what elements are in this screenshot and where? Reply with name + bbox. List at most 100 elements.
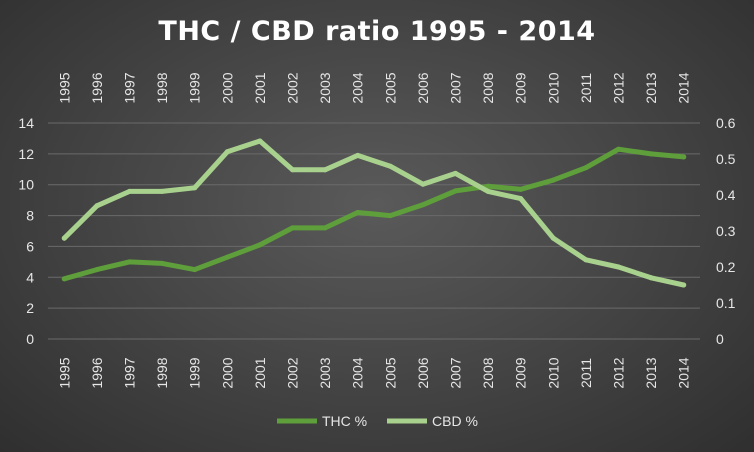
- y2-tick-label: 0: [716, 331, 724, 347]
- x-tick-label-top: 2001: [252, 72, 268, 103]
- x-tick-label-bottom: 2000: [219, 357, 235, 388]
- data-point: [648, 275, 654, 281]
- data-point: [453, 188, 458, 194]
- data-point: [159, 188, 165, 194]
- data-point: [550, 235, 556, 241]
- x-tick-label-top: 1998: [154, 72, 170, 103]
- series-lines: [61, 138, 687, 288]
- x-tick-label-top: 2005: [382, 72, 398, 103]
- x-tick-label-bottom: 2012: [611, 357, 627, 388]
- x-tick-label-bottom: 2007: [448, 357, 464, 388]
- legend-label: CBD %: [432, 413, 478, 429]
- data-point: [290, 225, 295, 231]
- x-tick-label-bottom: 2002: [285, 357, 301, 388]
- data-point: [681, 154, 687, 160]
- y2-tick-label: 0.4: [716, 187, 736, 203]
- x-tick-label-bottom: 2010: [545, 357, 561, 388]
- data-point: [257, 242, 263, 248]
- x-tick-label-top: 2013: [643, 72, 659, 103]
- chart-title: THC / CBD ratio 1995 - 2014: [158, 16, 596, 47]
- y-tick-label: 14: [18, 115, 34, 131]
- x-tick-label-top: 2002: [285, 72, 301, 103]
- data-point: [583, 165, 589, 171]
- x-tick-label-top: 2009: [513, 72, 529, 103]
- data-point: [224, 254, 230, 260]
- data-point: [616, 146, 621, 152]
- x-tick-label-top: 2008: [480, 72, 496, 103]
- data-point: [94, 267, 100, 273]
- data-point: [355, 152, 361, 158]
- data-point: [192, 267, 198, 273]
- y-tick-label: 0: [26, 331, 34, 347]
- data-point: [420, 181, 426, 187]
- data-point: [159, 260, 165, 266]
- x-tick-label-top: 1996: [89, 72, 105, 103]
- y-tick-label: 8: [26, 208, 34, 224]
- data-point: [550, 177, 556, 183]
- x-tick-label-top: 2011: [578, 73, 594, 103]
- x-tick-label-bottom: 1995: [56, 357, 72, 388]
- x-tick-label-bottom: 2008: [480, 357, 496, 388]
- data-point: [257, 138, 263, 144]
- legend: THC % CBD %: [277, 413, 478, 429]
- data-point: [387, 163, 393, 169]
- data-point: [583, 257, 589, 263]
- data-point: [681, 282, 687, 288]
- y2-tick-label: 0.6: [716, 115, 736, 131]
- data-point: [355, 209, 361, 215]
- y-tick-label: 4: [26, 269, 34, 285]
- x-tick-label-top: 1999: [187, 72, 203, 103]
- data-point: [127, 259, 132, 265]
- x-tick-label-bottom: 2011: [578, 358, 594, 388]
- data-point: [485, 188, 491, 194]
- x-tick-label-bottom: 2004: [350, 357, 366, 388]
- data-point: [61, 235, 67, 241]
- x-tick-label-bottom: 2003: [317, 357, 333, 388]
- x-tick-label-top: 1995: [56, 72, 72, 103]
- x-tick-label-top: 2003: [317, 72, 333, 103]
- y2-tick-label: 0.1: [716, 295, 736, 311]
- series-line-thc: [61, 146, 687, 282]
- data-point: [648, 151, 654, 157]
- data-point: [290, 167, 295, 173]
- data-point: [127, 188, 132, 194]
- y2-tick-label: 0.3: [716, 223, 736, 239]
- x-tick-label-top: 2012: [611, 72, 627, 103]
- data-point: [453, 170, 458, 176]
- x-tick-label-top: 1997: [122, 72, 138, 103]
- data-point: [61, 276, 67, 282]
- x-tick-label-bottom: 2013: [643, 357, 659, 388]
- x-tick-label-top: 2010: [545, 72, 561, 103]
- data-point: [192, 185, 198, 191]
- y-tick-label: 12: [18, 146, 34, 162]
- y2-tick-label: 0.5: [716, 151, 736, 167]
- data-point: [94, 203, 100, 209]
- series-line-cbd: [61, 138, 687, 288]
- x-tick-label-top: 2004: [350, 72, 366, 103]
- x-tick-label-bottom: 2001: [252, 357, 268, 388]
- data-point: [518, 196, 524, 202]
- x-tick-label-bottom: 2014: [676, 357, 692, 388]
- data-point: [420, 202, 426, 208]
- x-tick-label-top: 2000: [219, 72, 235, 103]
- data-point: [224, 149, 230, 155]
- x-tick-label-bottom: 2005: [382, 357, 398, 388]
- x-tick-label-bottom: 2009: [513, 357, 529, 388]
- x-tick-label-bottom: 1999: [187, 357, 203, 388]
- data-point: [387, 213, 393, 219]
- x-tick-label-bottom: 1997: [122, 357, 138, 388]
- x-tick-label-top: 2007: [448, 72, 464, 103]
- y-tick-label: 2: [26, 300, 34, 316]
- x-tick-label-top: 2006: [415, 72, 431, 103]
- legend-label: THC %: [322, 413, 367, 429]
- gridlines: [48, 122, 700, 340]
- x-tick-label-top: 2014: [676, 72, 692, 103]
- data-point: [322, 225, 328, 231]
- axes: 0 2 4 6 8 10 12 14 0 0.1 0.2 0.3 0.4 0.5 0.6 1995 1995 19…: [18, 72, 735, 388]
- y-tick-label: 6: [26, 238, 34, 254]
- y-tick-label: 10: [18, 177, 34, 193]
- data-point: [485, 183, 491, 189]
- data-point: [518, 186, 524, 192]
